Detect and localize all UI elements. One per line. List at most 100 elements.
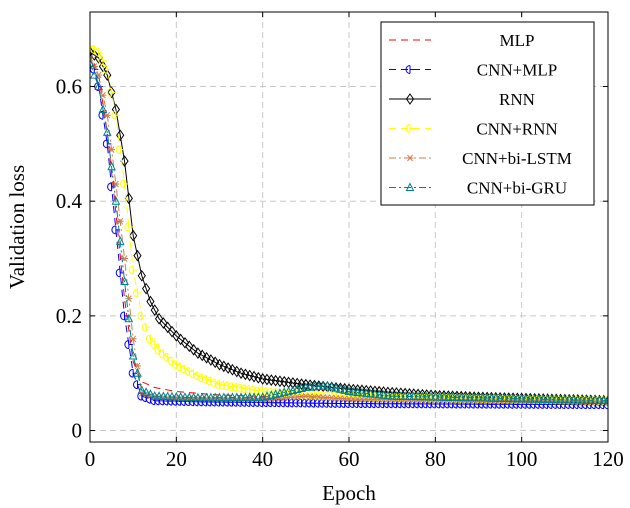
data-point [569,394,578,404]
legend-label: CNN+bi-LSTM [462,149,572,168]
data-point [538,394,548,403]
legend-label: CNN+RNN [476,120,557,139]
data-point [90,69,99,79]
data-point [314,381,324,391]
data-point [142,282,151,295]
data-point [232,392,242,402]
data-point [184,392,194,402]
data-point [154,391,164,400]
data-point [366,388,375,398]
data-point [210,392,220,402]
data-point [159,317,168,329]
data-point [500,393,509,403]
data-point [413,391,423,401]
data-point [132,288,142,298]
legend-entry: MLP [389,31,534,50]
data-point [405,391,414,400]
data-point [90,49,99,61]
data-point [115,268,125,278]
y-tick-label: 0.4 [56,189,83,213]
data-point [176,333,185,346]
data-point [374,389,384,399]
data-point [370,389,380,398]
data-point [141,387,151,396]
data-point [323,380,332,390]
legend-entry: RNN [389,90,535,109]
data-point [137,269,146,282]
data-point [599,395,608,405]
data-point [504,393,514,403]
data-point [137,311,146,321]
data-point [379,390,388,399]
legend-entry: CNN+bi-GRU [389,179,567,198]
data-point [392,391,401,400]
data-point [534,394,544,403]
data-point [547,394,557,404]
data-point [396,391,406,400]
data-point [228,363,237,376]
data-point [305,382,315,391]
data-point [431,391,440,401]
data-point [146,295,155,308]
data-point [254,392,263,401]
data-point [107,161,116,171]
x-tick-label: 60 [339,447,360,471]
axis-ticks: 0 20 40 60 80 100 120 0 0.2 0.4 0.6 [56,12,624,471]
data-point [211,356,220,369]
data-point [456,392,466,402]
data-point [94,81,103,91]
data-point [102,64,112,74]
data-point [180,336,190,349]
data-point [198,349,207,362]
y-tick-label: 0.2 [56,304,82,328]
data-point [215,358,224,371]
data-point [551,394,561,404]
data-point [508,393,518,403]
data-point [146,389,155,398]
data-point [530,394,539,403]
x-tick-label: 40 [252,447,273,471]
data-point [124,313,134,323]
data-point [236,392,246,401]
data-point [150,340,159,350]
data-point [249,392,259,401]
data-point [318,381,328,390]
data-point [543,394,552,403]
data-point [517,393,526,403]
x-tick-label: 0 [85,447,96,471]
data-point [90,58,95,68]
legend-entry: CNN+MLP [389,61,557,80]
data-point [336,384,345,393]
data-point [111,196,121,205]
data-point [111,110,120,120]
data-point [595,395,604,405]
data-point [185,340,194,353]
data-point [353,387,362,396]
data-point [115,145,125,155]
data-point [241,392,250,401]
legend-swatch-marker [405,93,415,105]
data-point [560,394,570,404]
data-point [228,392,237,402]
data-point [513,393,522,403]
data-point [443,392,453,401]
data-point [124,222,133,232]
data-point [124,192,133,205]
data-point [176,392,185,401]
data-point [98,56,107,66]
data-point [116,129,125,142]
data-point [90,42,94,51]
data-point [487,393,496,402]
data-point [310,381,319,391]
data-point [107,87,116,97]
legend-label: MLP [500,31,535,50]
data-point [301,382,311,392]
y-tick-label: 0.6 [56,75,82,99]
data-point [189,343,198,356]
data-point [90,46,95,59]
data-point [133,362,141,370]
data-point [439,392,449,401]
data-point [163,321,172,334]
data-point [163,391,173,401]
data-point [448,392,457,401]
